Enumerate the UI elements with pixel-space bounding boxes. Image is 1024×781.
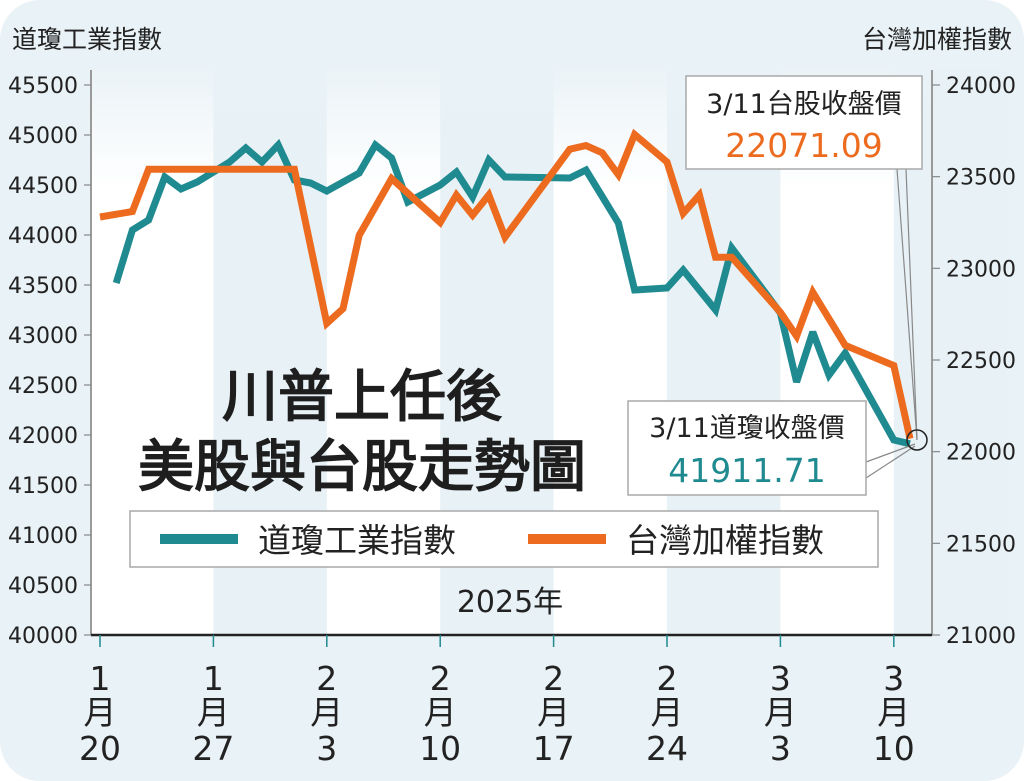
annotation-value: 22071.09 — [725, 126, 882, 165]
annotation-label: 3/11台股收盤價 — [706, 89, 902, 120]
endpoint-circle — [906, 429, 928, 451]
x-tick-month: 2 — [316, 659, 337, 698]
y-left-tick-label: 45500 — [8, 74, 78, 99]
y-right-tick-label: 24000 — [946, 74, 1016, 99]
y-right-tick-label: 23000 — [946, 257, 1016, 282]
x-tick-unit: 月 — [310, 693, 343, 732]
x-tick-day: 20 — [79, 729, 121, 768]
y-left-tick-label: 42500 — [8, 374, 78, 399]
y-left-tick-label: 42000 — [8, 424, 78, 449]
x-tick-unit: 月 — [537, 693, 570, 732]
y-left-tick-label: 41000 — [8, 524, 78, 549]
annotation-dow: 3/11道瓊收盤價 41911.71 — [627, 400, 916, 496]
title-line-2: 美股與台股走勢圖 — [138, 435, 586, 500]
annotation-value: 41911.71 — [668, 451, 825, 490]
x-tick-month: 2 — [657, 659, 678, 698]
left-axis-label: 道瓊工業指數 — [12, 25, 162, 54]
right-axis-label: 台灣加權指數 — [862, 25, 1012, 54]
y-right-tick-label: 23500 — [946, 166, 1016, 191]
x-tick-day: 10 — [873, 729, 915, 768]
legend: 道瓊工業指數 台灣加權指數 — [129, 510, 879, 568]
callout-line — [905, 168, 918, 441]
x-tick-unit: 月 — [877, 693, 910, 732]
annotation-label: 3/11道瓊收盤價 — [649, 413, 845, 444]
x-tick-day: 27 — [192, 729, 234, 768]
annotation-box — [627, 400, 867, 496]
y-left-tick-label: 44000 — [8, 224, 78, 249]
y-right-tick-label: 22000 — [946, 441, 1016, 466]
y-left-tick-label: 40500 — [8, 574, 78, 599]
y-left-tick-label: 43500 — [8, 274, 78, 299]
y-left-tick-label: 41500 — [8, 474, 78, 499]
x-tick-day: 10 — [419, 729, 461, 768]
x-tick-month: 3 — [883, 659, 904, 698]
x-tick-month: 1 — [90, 659, 111, 698]
x-tick-unit: 月 — [651, 693, 684, 732]
title-line-1: 川普上任後 — [222, 365, 503, 430]
y-right-tick-label: 21000 — [946, 624, 1016, 649]
legend-box — [129, 510, 879, 568]
legend-label-taiex: 台灣加權指數 — [626, 521, 824, 560]
y-right-tick-label: 21500 — [946, 532, 1016, 557]
x-tick-unit: 月 — [424, 693, 457, 732]
annotation-box — [685, 75, 923, 170]
x-tick-day: 3 — [316, 729, 337, 768]
y-left-tick-label: 43000 — [8, 324, 78, 349]
x-tick-unit: 月 — [764, 693, 797, 732]
chart-title: 川普上任後 美股與台股走勢圖 — [138, 365, 586, 500]
y-left-tick-label: 40000 — [8, 624, 78, 649]
x-tick-month: 1 — [203, 659, 224, 698]
legend-label-dow: 道瓊工業指數 — [258, 521, 456, 560]
annotation-taiex: 3/11台股收盤價 22071.09 — [685, 75, 923, 441]
x-axis-label: 2025年 — [457, 585, 563, 620]
y-left-tick-label: 45000 — [8, 124, 78, 149]
y-right-tick-label: 22500 — [946, 349, 1016, 374]
x-tick-month: 3 — [770, 659, 791, 698]
callout-line — [896, 168, 918, 441]
callout-line — [865, 445, 916, 479]
callout-line — [865, 443, 916, 463]
x-tick-day: 24 — [646, 729, 688, 768]
y-left-tick-label: 44500 — [8, 174, 78, 199]
x-tick-unit: 月 — [84, 693, 117, 732]
x-tick-month: 2 — [430, 659, 451, 698]
x-tick-unit: 月 — [197, 693, 230, 732]
x-tick-day: 3 — [770, 729, 791, 768]
x-tick-month: 2 — [543, 659, 564, 698]
x-tick-day: 17 — [533, 729, 575, 768]
